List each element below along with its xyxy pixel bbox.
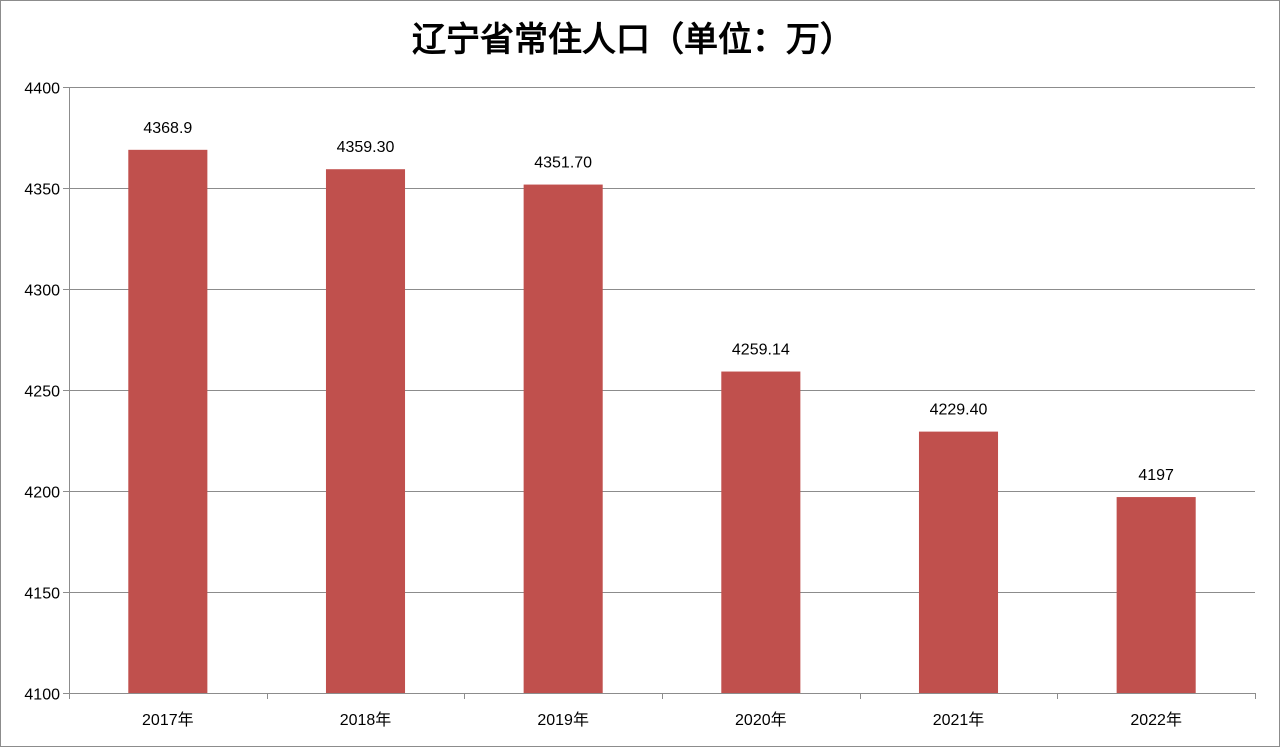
bar (325, 169, 406, 694)
data-labels: 4368.9 4359.30 4351.70 4259.14 4229.40 4197 (143, 120, 1174, 484)
y-tick-label: 4200 (24, 485, 60, 502)
chart-title: 辽宁省常住人口（单位：万） (412, 20, 854, 60)
bar (523, 184, 603, 694)
data-label: 4359.30 (337, 139, 395, 156)
bar (1116, 497, 1196, 693)
bar (918, 431, 999, 693)
x-tick-label: 2020年 (735, 711, 787, 729)
x-tick-label: 2022年 (1130, 711, 1182, 729)
bar (721, 371, 801, 693)
x-tick-label: 2021年 (933, 711, 985, 729)
y-tick-label: 4100 (24, 687, 60, 704)
y-axis-ticks: 4100 4150 4200 4250 4300 4350 4400 (24, 81, 69, 704)
x-tick-label: 2019年 (537, 711, 589, 729)
x-tick-label: 2017年 (142, 711, 194, 729)
data-label: 4197 (1138, 467, 1174, 484)
y-tick-label: 4150 (24, 586, 60, 603)
y-tick-label: 4400 (24, 81, 60, 98)
x-tick-label: 2018年 (340, 711, 392, 729)
y-tick-label: 4250 (24, 384, 60, 401)
data-label: 4368.9 (143, 120, 192, 137)
bar (128, 149, 208, 693)
gridlines (69, 87, 1255, 593)
y-tick-label: 4350 (24, 182, 60, 199)
data-label: 4259.14 (732, 342, 790, 359)
data-label: 4351.70 (534, 155, 592, 172)
data-label: 4229.40 (930, 402, 988, 419)
y-tick-label: 4300 (24, 283, 60, 300)
x-axis-ticks: 2017年 2018年 2019年 2020年 2021年 2022年 (69, 693, 1256, 729)
bars (128, 149, 1196, 694)
